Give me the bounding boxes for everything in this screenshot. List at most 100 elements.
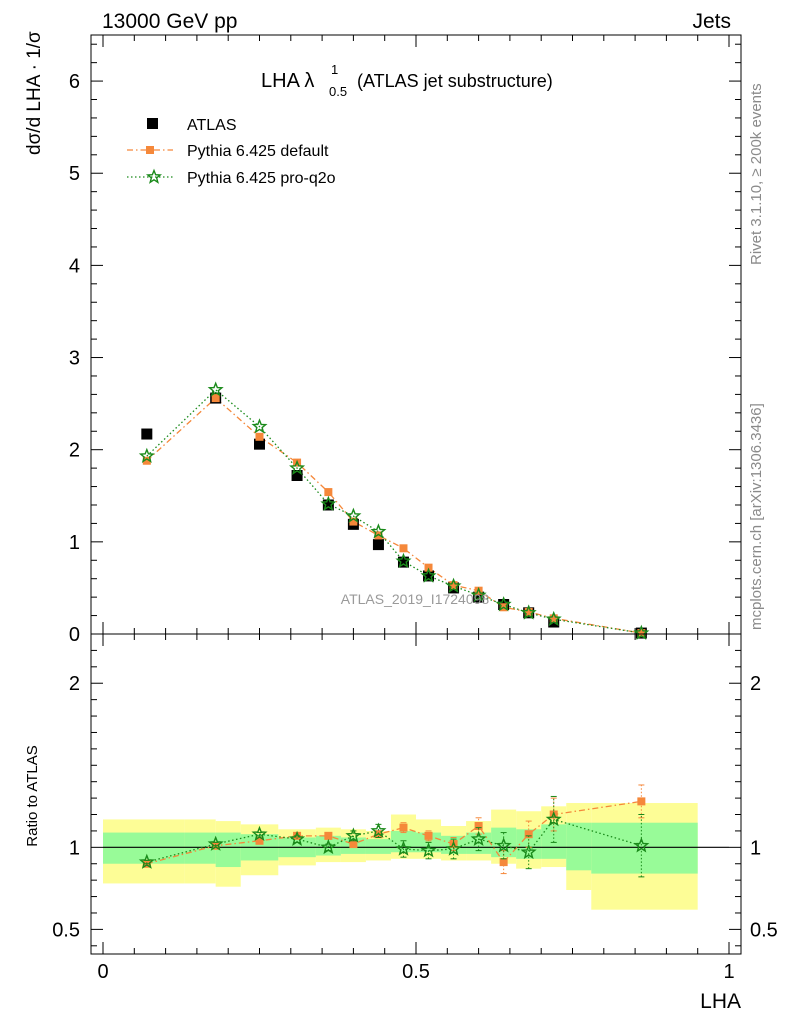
ratio-default-point <box>637 797 646 806</box>
proq2o-point <box>320 495 337 511</box>
default-point <box>142 456 151 465</box>
main-default-line <box>146 397 642 634</box>
default-point <box>349 517 358 526</box>
proq2o-point <box>395 552 412 569</box>
ratio-proq2o-point <box>470 830 487 846</box>
ratio-proq2o-point <box>370 822 387 838</box>
ratio-ytick-label-right: 1 <box>750 837 761 859</box>
ratio-bands <box>103 803 729 910</box>
default-point <box>399 544 408 553</box>
band-green <box>184 832 216 864</box>
ratio-proq2o-point <box>420 842 437 858</box>
legend-proq2o-label: Pythia 6.425 pro-q2o <box>187 170 336 187</box>
main-series <box>138 381 650 640</box>
side-label-bottom-text: mcplots.cern.ch [arXiv:1306.3436] <box>748 403 765 630</box>
default-point <box>255 432 264 441</box>
ratio-default-point <box>424 831 433 840</box>
main-title: LHA λ 1 0.5 (ATLAS jet substructure) <box>261 62 553 99</box>
proq2o-point <box>345 507 362 523</box>
atlas-point <box>254 438 265 450</box>
watermark: ATLAS_2019_I1724098 <box>341 591 490 607</box>
xtick-label: 1 <box>723 961 734 983</box>
ratio-ytick-label: 0.5 <box>52 919 80 941</box>
ratio-proq2o-point <box>520 843 537 860</box>
main-ytick-label: 4 <box>69 255 80 277</box>
header-right: Jets <box>692 10 731 33</box>
side-label-top: Rivet 3.1.10, ≥ 200k events <box>748 83 765 265</box>
ratio-proq2o-point <box>251 825 268 842</box>
ratio-series <box>138 784 650 878</box>
legend-default-label: Pythia 6.425 default <box>187 143 329 160</box>
proq2o-point <box>633 624 650 640</box>
ratio-ytick-label-right: 2 <box>750 673 761 695</box>
default-point <box>449 581 458 590</box>
band-green <box>566 822 592 871</box>
atlas-point <box>291 469 303 481</box>
side-label-bottom: mcplots.cern.ch [arXiv:1306.3436] <box>748 403 765 630</box>
default-point <box>324 488 333 497</box>
atlas-point <box>372 539 384 551</box>
ratio-proq2o-point <box>138 853 155 869</box>
side-label-top-text: Rivet 3.1.10, ≥ 200k events <box>748 83 765 265</box>
ratio-default-point <box>324 831 333 840</box>
ratio-default-point <box>349 840 358 849</box>
main-ylabel: dσ/d LHA · 1/σ <box>24 31 45 155</box>
xtick-label: 0 <box>97 961 108 983</box>
atlas-point <box>141 428 153 440</box>
main-ytick-label: 0 <box>69 624 80 646</box>
proq2o-point <box>520 604 537 620</box>
ratio-ytick-label: 1 <box>69 837 80 859</box>
proq2o-point <box>420 567 437 583</box>
legend-default-marker <box>146 146 154 154</box>
legend-atlas-label: ATLAS <box>187 117 237 134</box>
x-axis-label: LHA <box>700 990 741 1013</box>
ratio-proq2o-point <box>345 827 362 843</box>
header-left: 13000 GeV pp <box>102 10 237 33</box>
proq2o-point <box>470 586 487 603</box>
ratio-proq2o-point <box>207 835 224 851</box>
ratio-default-point <box>524 830 533 839</box>
atlas-point <box>473 591 485 603</box>
ratio-default-point <box>499 858 508 867</box>
ratio-proq2o-point <box>395 840 412 856</box>
main-panel: 0 1 2 3 4 5 6 ATLAS_2019_I1724098 <box>69 34 742 646</box>
ratio-ticks: 0.5 0.5 1 1 2 2 0 0.5 1 <box>52 633 778 983</box>
main-ylabel-text: dσ/d LHA · 1/σ <box>24 31 45 155</box>
proq2o-point <box>370 523 387 539</box>
main-ytick-label: 6 <box>69 71 80 93</box>
xtick-label: 0.5 <box>402 961 430 983</box>
main-ytick-label: 3 <box>69 348 80 370</box>
proq2o-point <box>545 610 562 627</box>
proq2o-point <box>138 447 155 463</box>
ratio-proq2o-point <box>289 830 306 846</box>
legend: ATLAS Pythia 6.425 default Pythia 6.425 … <box>127 117 336 187</box>
ratio-ylabel: Ratio to ATLAS <box>24 745 41 846</box>
proq2o-point <box>445 577 462 593</box>
main-title-sub: 0.5 <box>329 84 347 99</box>
proq2o-point <box>495 596 512 612</box>
main-ytick-label: 5 <box>69 163 80 185</box>
atlas-point <box>397 556 409 568</box>
main-ytick-label: 2 <box>69 440 80 462</box>
ratio-default-point <box>474 822 483 830</box>
proq2o-point <box>289 459 306 475</box>
legend-proq2o-marker <box>145 168 163 184</box>
ratio-proq2o-point <box>320 838 337 855</box>
legend-atlas-marker <box>147 118 158 129</box>
ratio-proq2o-line <box>146 818 642 863</box>
default-point <box>549 614 558 623</box>
ratio-default-point <box>399 823 408 832</box>
ratio-default-point <box>255 836 264 845</box>
default-point <box>637 629 646 638</box>
ratio-proq2o-point <box>445 840 462 856</box>
band-green <box>103 832 185 864</box>
main-title-sup: 1 <box>331 62 338 77</box>
main-title-rest: (ATLAS jet substructure) <box>357 71 553 91</box>
main-title-text: LHA λ <box>261 70 314 92</box>
default-point <box>374 531 383 540</box>
proq2o-point <box>251 418 268 434</box>
ratio-proq2o-point <box>545 811 562 827</box>
main-ticks: 0 1 2 3 4 5 6 <box>69 35 741 646</box>
proq2o-point <box>207 381 224 397</box>
